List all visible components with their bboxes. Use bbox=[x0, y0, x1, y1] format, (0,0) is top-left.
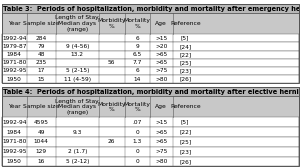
Text: Length of Stay
Median days
(range): Length of Stay Median days (range) bbox=[56, 15, 99, 32]
Bar bbox=[2, 34, 298, 42]
Text: Table 3:  Periods of hospitalization, morbidity and mortality after emergency he: Table 3: Periods of hospitalization, mor… bbox=[3, 6, 300, 12]
Text: 1992-95: 1992-95 bbox=[2, 68, 26, 73]
Bar bbox=[2, 67, 298, 75]
Bar bbox=[2, 87, 298, 166]
Bar bbox=[2, 75, 298, 83]
Bar bbox=[2, 51, 298, 59]
Text: 2 (1.7): 2 (1.7) bbox=[68, 149, 87, 154]
Bar bbox=[2, 87, 298, 96]
Text: [5]: [5] bbox=[181, 36, 190, 41]
Text: Sample size: Sample size bbox=[23, 104, 59, 109]
Bar bbox=[2, 4, 298, 13]
Text: 48: 48 bbox=[38, 52, 45, 57]
Text: >80: >80 bbox=[155, 159, 167, 164]
Text: 13.2: 13.2 bbox=[71, 52, 84, 57]
Text: Mortality
%: Mortality % bbox=[124, 18, 151, 29]
Text: 1992-94: 1992-94 bbox=[2, 120, 26, 125]
Text: >65: >65 bbox=[155, 60, 167, 65]
Bar bbox=[2, 137, 298, 147]
Text: >75: >75 bbox=[155, 149, 167, 154]
Text: 56: 56 bbox=[108, 60, 116, 65]
Text: 9: 9 bbox=[135, 44, 139, 49]
Text: 6: 6 bbox=[135, 68, 139, 73]
Text: >15: >15 bbox=[155, 120, 167, 125]
Text: >15: >15 bbox=[155, 36, 167, 41]
Text: Mortality
%: Mortality % bbox=[124, 101, 151, 112]
Text: 14: 14 bbox=[134, 77, 141, 82]
Text: 15: 15 bbox=[38, 77, 45, 82]
Text: >65: >65 bbox=[155, 52, 167, 57]
Text: Year: Year bbox=[8, 104, 21, 109]
Bar bbox=[2, 59, 298, 67]
Text: 1984: 1984 bbox=[7, 52, 22, 57]
Text: 0: 0 bbox=[135, 130, 139, 135]
Text: [22]: [22] bbox=[179, 130, 191, 135]
Text: >75: >75 bbox=[155, 68, 167, 73]
Text: 5 (2-12): 5 (2-12) bbox=[65, 159, 89, 164]
Text: 284: 284 bbox=[36, 36, 47, 41]
Text: 79: 79 bbox=[38, 44, 45, 49]
Text: >80: >80 bbox=[155, 77, 167, 82]
Text: Length of Stay
Median days
(range): Length of Stay Median days (range) bbox=[56, 99, 99, 115]
Text: [25]: [25] bbox=[179, 139, 191, 144]
Text: Year: Year bbox=[8, 21, 21, 26]
Text: [23]: [23] bbox=[179, 149, 191, 154]
Text: 4595: 4595 bbox=[34, 120, 49, 125]
Text: 49: 49 bbox=[38, 130, 45, 135]
Text: Reference: Reference bbox=[170, 21, 201, 26]
Text: [5]: [5] bbox=[181, 120, 190, 125]
Text: 16: 16 bbox=[38, 159, 45, 164]
Text: >65: >65 bbox=[155, 139, 167, 144]
Text: [24]: [24] bbox=[179, 44, 191, 49]
Text: 1992-94: 1992-94 bbox=[2, 36, 26, 41]
Text: 9 (4-56): 9 (4-56) bbox=[65, 44, 89, 49]
Text: 1044: 1044 bbox=[34, 139, 49, 144]
Bar bbox=[2, 127, 298, 137]
Text: 1.3: 1.3 bbox=[133, 139, 142, 144]
Text: 7.7: 7.7 bbox=[133, 60, 142, 65]
Bar bbox=[2, 157, 298, 166]
Text: 1971-80: 1971-80 bbox=[2, 139, 26, 144]
Text: Reference: Reference bbox=[170, 104, 201, 109]
Text: 1984: 1984 bbox=[7, 130, 22, 135]
Bar bbox=[2, 117, 298, 127]
Text: [26]: [26] bbox=[179, 77, 191, 82]
Text: .07: .07 bbox=[133, 120, 142, 125]
Text: 1979-87: 1979-87 bbox=[2, 44, 26, 49]
Text: 6: 6 bbox=[135, 36, 139, 41]
Text: 0: 0 bbox=[135, 149, 139, 154]
Text: 6.5: 6.5 bbox=[133, 52, 142, 57]
Bar bbox=[2, 42, 298, 51]
Text: Age: Age bbox=[155, 21, 167, 26]
Text: 0: 0 bbox=[135, 159, 139, 164]
Text: Sample size: Sample size bbox=[23, 21, 59, 26]
Text: 17: 17 bbox=[38, 68, 45, 73]
Text: [26]: [26] bbox=[179, 159, 191, 164]
Text: 9.3: 9.3 bbox=[73, 130, 82, 135]
Text: 1992-95: 1992-95 bbox=[2, 149, 26, 154]
Text: 129: 129 bbox=[36, 149, 47, 154]
Bar bbox=[2, 4, 298, 83]
Bar bbox=[2, 147, 298, 157]
Text: [25]: [25] bbox=[179, 60, 191, 65]
Text: 11 (4-59): 11 (4-59) bbox=[64, 77, 91, 82]
Text: 5 (2-15): 5 (2-15) bbox=[65, 68, 89, 73]
Text: Morbidity
%: Morbidity % bbox=[98, 101, 126, 112]
Text: 1971-80: 1971-80 bbox=[2, 60, 26, 65]
Text: >20: >20 bbox=[155, 44, 167, 49]
Bar bbox=[2, 13, 298, 34]
Text: 235: 235 bbox=[36, 60, 47, 65]
Text: 26: 26 bbox=[108, 139, 116, 144]
Text: [22]: [22] bbox=[179, 52, 191, 57]
Text: Morbidity
%: Morbidity % bbox=[98, 18, 126, 29]
Text: Age: Age bbox=[155, 104, 167, 109]
Text: 1950: 1950 bbox=[7, 159, 22, 164]
Text: [23]: [23] bbox=[179, 68, 191, 73]
Text: 1950: 1950 bbox=[7, 77, 22, 82]
Text: >65: >65 bbox=[155, 130, 167, 135]
Text: Table 4:  Periods of hospitalization, morbidity and mortality after elective her: Table 4: Periods of hospitalization, mor… bbox=[3, 89, 300, 95]
Bar bbox=[2, 96, 298, 117]
